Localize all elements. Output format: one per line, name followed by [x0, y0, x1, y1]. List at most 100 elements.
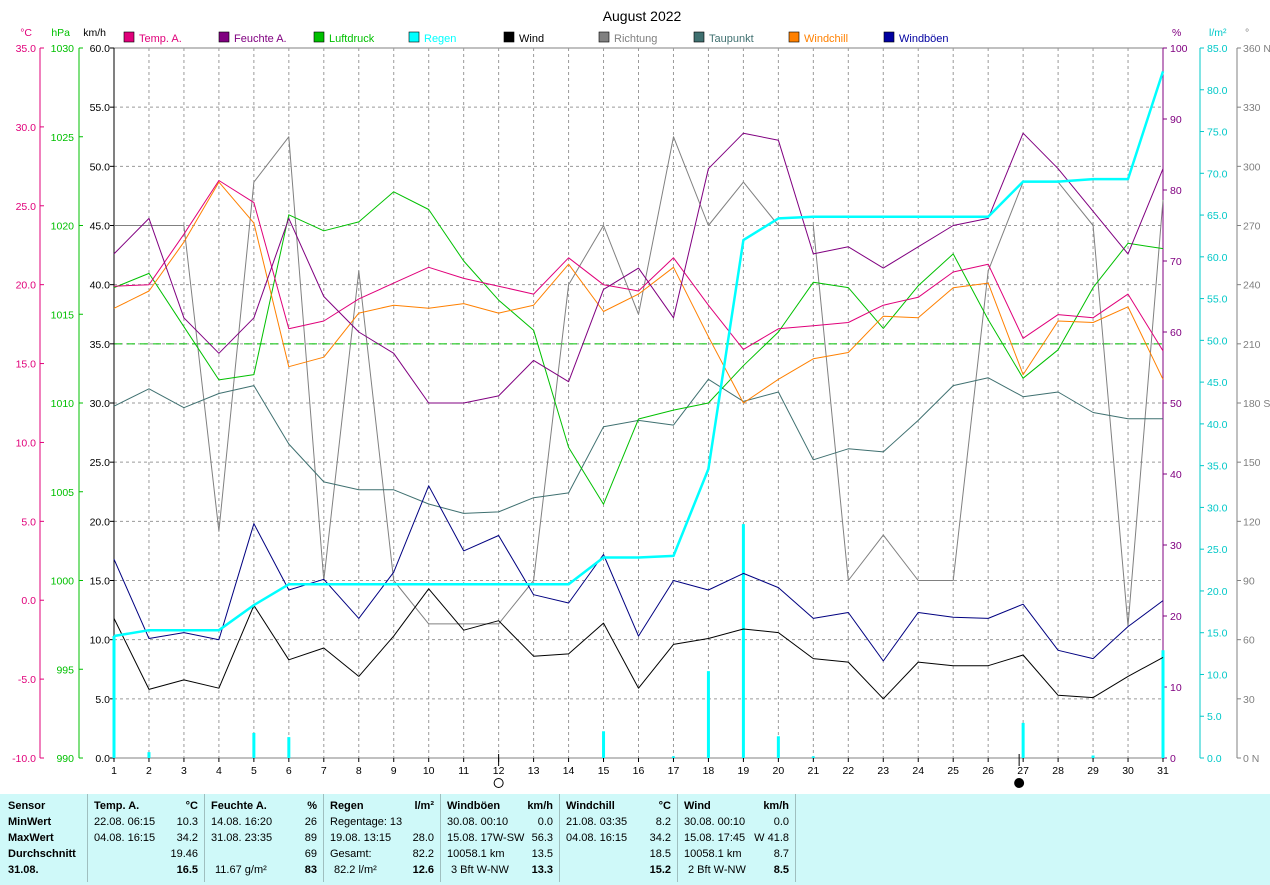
hum-abs-label: 11.67 g/m²: [215, 864, 267, 876]
stats-avg-label: Durchschnitt: [8, 848, 76, 860]
direction-tick-label: 240: [1243, 280, 1261, 292]
chart-title: August 2022: [603, 8, 682, 24]
legend-swatch: [598, 31, 610, 43]
stats-wind: Wind km/h 30.08. 00:10 0.0 15.08. 17:45 W 4…: [678, 794, 796, 882]
daily-rain-bar: [147, 752, 151, 758]
direction-tick-label: 60: [1243, 635, 1255, 647]
x-tick-label: 26: [982, 765, 994, 777]
chill-min-time: 21.08. 03:35: [566, 816, 628, 828]
rain-days: Regentage: 13: [330, 816, 403, 828]
x-tick-label: 23: [877, 765, 889, 777]
rain-tick-label: 55.0: [1207, 294, 1228, 306]
stats-windchill: Windchill °C 21.08. 03:35 8.2 04.08. 16:15…: [560, 794, 678, 882]
temp-unit-label: °C: [20, 27, 32, 39]
x-tick-label: 7: [321, 765, 327, 777]
x-tick-label: 27: [1017, 765, 1029, 777]
rain-tick-label: 75.0: [1207, 127, 1228, 139]
x-tick-label: 18: [703, 765, 715, 777]
direction-unit-label: °: [1245, 27, 1249, 39]
daily-rain-bar: [706, 671, 710, 758]
rain-tick-label: 65.0: [1207, 210, 1228, 222]
stats-gust: Windböen km/h 30.08. 00:10 0.0 15.08. 17W-…: [441, 794, 560, 882]
x-tick-label: 11: [458, 765, 469, 777]
legend-label: Luftdruck: [329, 33, 375, 45]
humidity-tick-label: 70: [1170, 256, 1182, 268]
humidity-tick-label: 40: [1170, 469, 1182, 481]
rain-tick-label: 0.0: [1207, 753, 1222, 765]
temp-tick-label: 20.0: [16, 280, 37, 292]
pressure-tick-label: 1025: [51, 132, 75, 144]
rain-tick-label: 85.0: [1207, 43, 1228, 55]
wind-min-value: 0.0: [773, 816, 789, 828]
x-tick-label: 12: [493, 765, 505, 777]
x-tick-label: 25: [947, 765, 959, 777]
rain-tick-label: 20.0: [1207, 586, 1228, 598]
chill-min-value: 8.2: [655, 816, 671, 828]
wind-max-value: W 41.8: [754, 832, 789, 844]
wind-header: Wind: [684, 800, 711, 812]
temp-min-value: 10.3: [176, 816, 198, 828]
daily-rain-bar: [776, 736, 780, 758]
hum-max-time: 31.08. 23:35: [211, 832, 273, 844]
temp-max-value: 34.2: [176, 832, 198, 844]
legend-label: Feuchte A.: [234, 33, 287, 45]
daily-rain-bar: [1021, 722, 1025, 758]
pressure-tick-label: 1020: [51, 221, 75, 233]
wind-tick-label: 35.0: [90, 339, 111, 351]
direction-tick-label: 270: [1243, 221, 1261, 233]
series-richtung: [114, 136, 1164, 627]
x-tick-label: 6: [286, 765, 292, 777]
series-luftdruck: [113, 191, 1164, 505]
wind-tick-label: 60.0: [90, 43, 111, 55]
hum-avg-value: 69: [304, 848, 317, 860]
daily-rain-bars: [112, 524, 1165, 758]
chill-max-value: 34.2: [649, 832, 671, 844]
temp-header: Temp. A.: [94, 800, 140, 812]
x-tick-label: 28: [1052, 765, 1064, 777]
axes: 35.030.025.020.015.010.05.00.0-5.0-10.0°…: [12, 27, 1270, 777]
rain-tick-label: 25.0: [1207, 544, 1228, 556]
gust-current-value: 13.3: [531, 864, 553, 876]
rain-tick-label: 50.0: [1207, 335, 1228, 347]
humidity-tick-label: 100: [1170, 43, 1188, 55]
gust-max-time: 15.08. 17W-SW: [447, 832, 525, 844]
temp-tick-label: 10.0: [16, 437, 37, 449]
legend-swatch: [123, 31, 135, 43]
daily-rain-bar: [741, 524, 745, 758]
daily-rain-bar: [1161, 650, 1165, 758]
pressure-tick-label: 1005: [51, 487, 75, 499]
legend-swatch: [788, 31, 800, 43]
rain-total-label: Gesamt:: [330, 848, 372, 860]
legend-label: Wind: [519, 33, 544, 45]
rain-header: Regen: [330, 800, 364, 812]
series-regen: [113, 71, 1165, 638]
hum-header: Feuchte A.: [211, 800, 267, 812]
daily-rain-bar: [1091, 755, 1095, 758]
rain-tick-label: 60.0: [1207, 252, 1228, 264]
grid: [113, 47, 1164, 759]
rain-sum-label: 82.2 l/m²: [334, 864, 377, 876]
daily-rain-bar: [811, 756, 815, 758]
legend-label: Richtung: [614, 33, 657, 45]
wind-bft: 2 Bft W-NW: [688, 864, 746, 876]
series-feuchte-a: [113, 132, 1164, 404]
wind-min-time: 30.08. 00:10: [684, 816, 746, 828]
gust-min-time: 30.08. 00:10: [447, 816, 509, 828]
stats-sensor-header: Sensor: [8, 800, 46, 812]
wind-tick-label: 25.0: [90, 457, 111, 469]
x-tick-label: 1: [111, 765, 117, 777]
temp-tick-label: -5.0: [18, 674, 36, 686]
hum-min-time: 14.08. 16:20: [211, 816, 273, 828]
pressure-tick-label: 1030: [51, 43, 75, 55]
x-tick-label: 3: [181, 765, 187, 777]
x-tick-label: 29: [1087, 765, 1099, 777]
gust-max-value: 56.3: [531, 832, 553, 844]
direction-tick-label: 90: [1243, 576, 1255, 588]
rain-unit-label: l/m²: [1209, 27, 1227, 39]
legend-label: Taupunkt: [709, 33, 754, 45]
stats-min-label: MinWert: [8, 816, 52, 828]
rain-tick-label: 10.0: [1207, 669, 1228, 681]
chill-avg-value: 18.5: [649, 848, 671, 860]
stats-max-label: MaxWert: [8, 832, 54, 844]
rain-tick-label: 15.0: [1207, 628, 1228, 640]
